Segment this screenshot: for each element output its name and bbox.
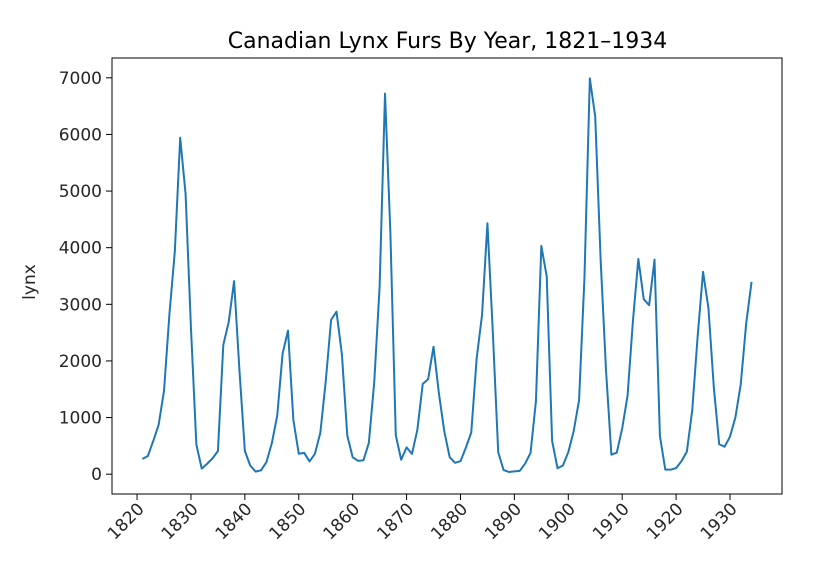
y-tick-label: 3000 [59,295,102,315]
y-axis: 0 1000 2000 3000 4000 5000 6000 7000 [59,69,112,485]
y-tick-label: 6000 [59,125,102,145]
x-tick-label: 1850 [266,499,311,544]
y-tick-label: 7000 [59,69,102,89]
x-tick-label: 1890 [481,499,526,544]
x-tick-label: 1860 [319,499,364,544]
x-tick-label: 1870 [373,499,418,544]
plot-area [141,77,753,473]
x-tick-label: 1840 [212,499,257,544]
x-tick-label: 1820 [104,499,149,544]
y-axis-label: lynx [20,264,40,300]
y-tick-label: 2000 [59,352,102,372]
y-tick-label: 0 [91,465,102,485]
x-tick-label: 1920 [643,499,688,544]
y-tick-label: 5000 [59,182,102,202]
y-tick-label: 1000 [59,409,102,429]
x-tick-label: 1880 [427,499,472,544]
x-axis: 1820 1830 1840 1850 1860 1870 1880 1890 1900 1910… [104,494,742,544]
x-tick-label: 1830 [158,499,203,544]
x-tick-label: 1900 [535,499,580,544]
chart-title: Canadian Lynx Furs By Year, 1821–1934 [228,29,668,54]
plot-frame [111,57,783,495]
x-tick-label: 1930 [697,499,742,544]
y-tick-label: 4000 [59,239,102,259]
x-tick-label: 1910 [589,499,634,544]
series-line [141,77,753,473]
